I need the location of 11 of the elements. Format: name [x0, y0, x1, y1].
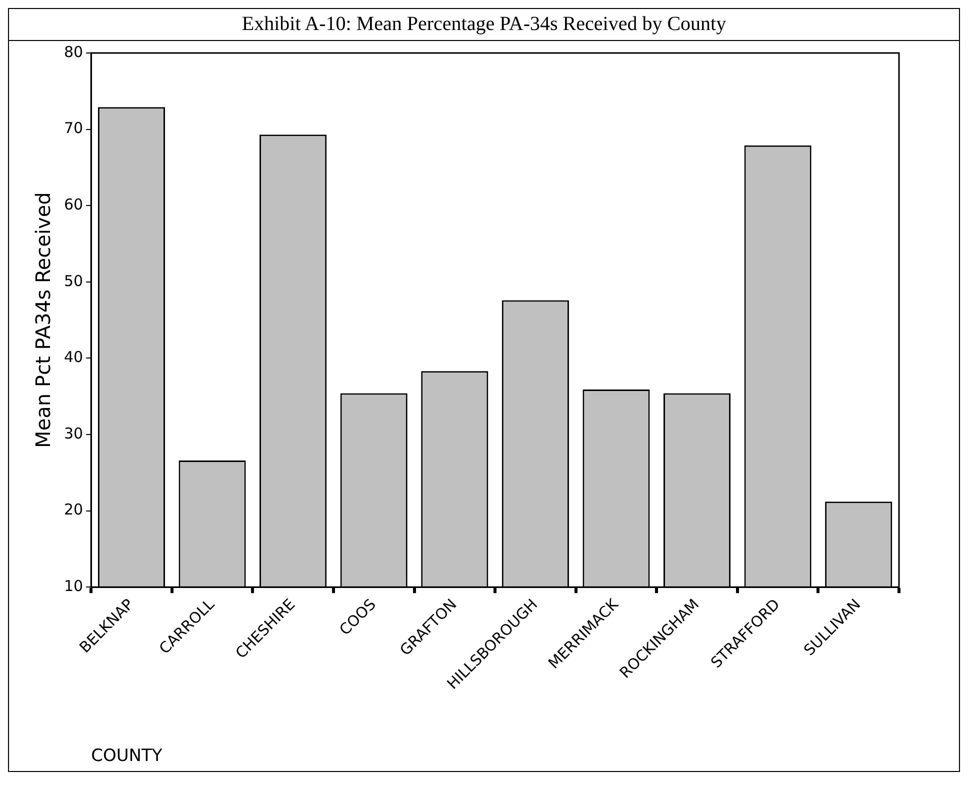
y-tick-label: 60	[64, 195, 84, 214]
y-tick-label: 40	[64, 348, 84, 366]
y-tick-label: 10	[64, 576, 84, 595]
y-tick-label: 70	[64, 119, 84, 138]
x-axis-title: COUNTY	[91, 746, 163, 766]
y-axis-title: Mean Pct PA34s Received	[31, 192, 56, 448]
y-tick-label: 20	[64, 500, 84, 519]
y-tick-label: 80	[64, 42, 84, 61]
y-tick-label: 30	[64, 424, 84, 442]
y-tick-label: 50	[64, 272, 84, 290]
chart-title: Exhibit A-10: Mean Percentage PA-34s Received by County	[9, 9, 959, 41]
